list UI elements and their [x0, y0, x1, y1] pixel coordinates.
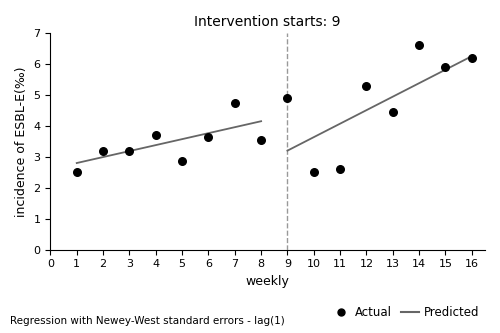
Title: Intervention starts: 9: Intervention starts: 9	[194, 15, 341, 29]
X-axis label: weekly: weekly	[246, 275, 290, 288]
Point	[362, 83, 370, 88]
Text: Regression with Newey-West standard errors - lag(1): Regression with Newey-West standard erro…	[10, 316, 285, 326]
Legend: Actual, Predicted: Actual, Predicted	[328, 301, 484, 324]
Point	[126, 148, 134, 153]
Point	[336, 166, 344, 172]
Point	[231, 100, 239, 105]
Point	[204, 134, 212, 140]
Point	[468, 55, 476, 60]
Point	[178, 159, 186, 164]
Point	[72, 169, 80, 175]
Point	[442, 64, 450, 70]
Point	[284, 95, 292, 101]
Y-axis label: incidence of ESBL-E(‰): incidence of ESBL-E(‰)	[15, 66, 28, 216]
Point	[415, 43, 423, 48]
Point	[389, 109, 397, 115]
Point	[99, 148, 107, 153]
Point	[152, 133, 160, 138]
Point	[257, 137, 265, 143]
Point	[310, 169, 318, 175]
